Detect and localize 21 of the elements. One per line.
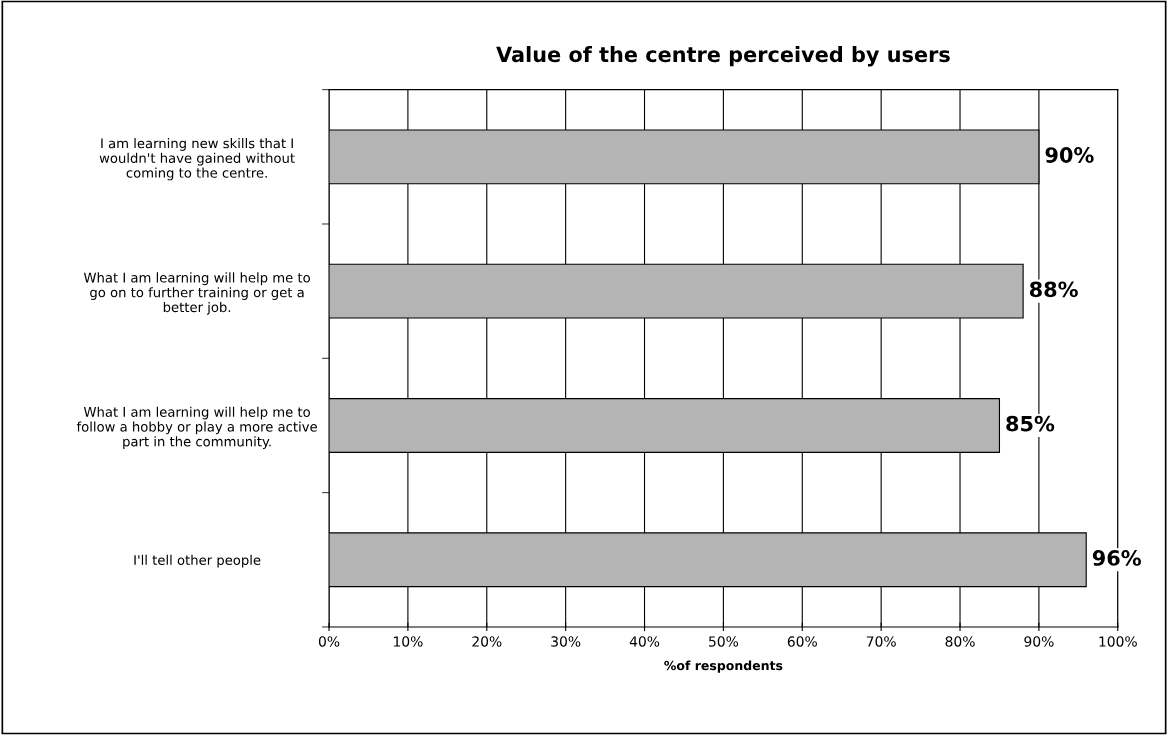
y-tick-label: What I am learning will help me to follow a hobby or play a more active part in the community.	[76, 406, 317, 450]
x-tick-label: 10%	[393, 636, 423, 647]
x-tick-label: 90%	[1024, 636, 1054, 647]
x-tick-label: 40%	[629, 636, 660, 647]
chart-title: Value of the centre perceived by users	[496, 46, 950, 67]
data-label: 88%	[1029, 281, 1078, 298]
x-tick-label: 60%	[787, 636, 817, 647]
x-tick-label: 80%	[945, 636, 975, 647]
data-label: 90%	[1045, 147, 1094, 163]
x-tick-label: 100%	[1099, 636, 1137, 647]
x-tick-label: 30%	[551, 636, 581, 647]
x-axis-title: %of respondents	[664, 660, 783, 673]
x-tick-label: 70%	[866, 636, 896, 647]
y-tick-label: I'll tell other people	[134, 554, 261, 568]
y-tick-label: What I am learning will help me to go on to further training or get a better job.	[83, 272, 310, 315]
data-label: 85%	[1006, 415, 1055, 432]
x-tick-label: 20%	[472, 636, 502, 647]
x-tick-label: 50%	[709, 636, 739, 647]
y-tick-label: I am learning new skills that I wouldn't have gained without coming to the centre.	[99, 138, 295, 181]
data-label: 96%	[1092, 550, 1141, 566]
x-tick-label: 0%	[318, 636, 340, 647]
